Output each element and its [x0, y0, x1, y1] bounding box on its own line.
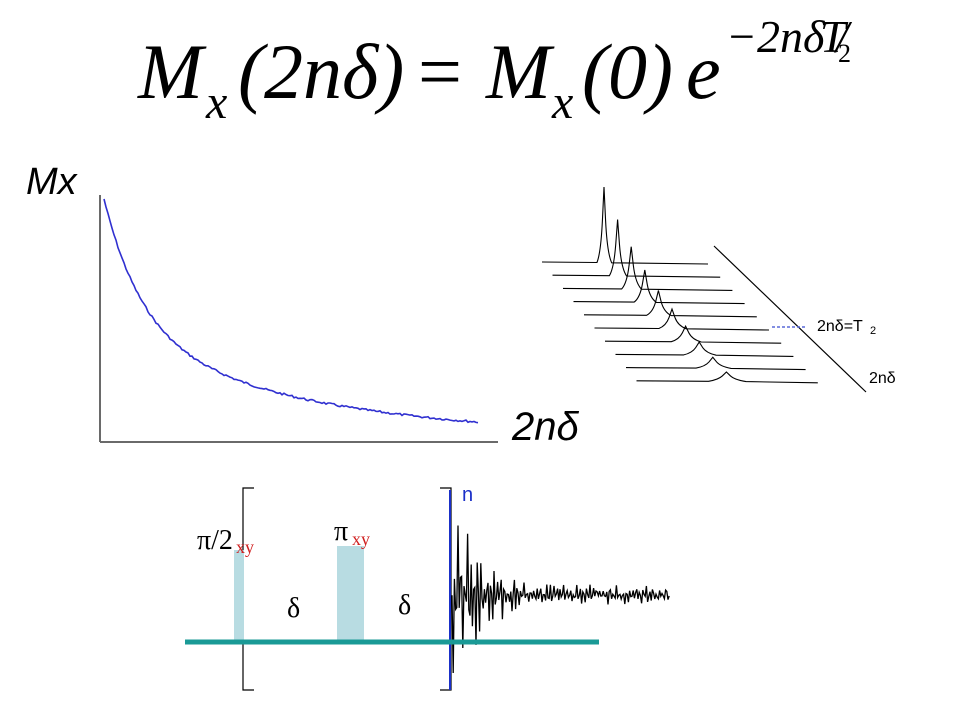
equation-lhs-argument: (2nδ)	[238, 28, 404, 115]
spectrum-trace	[636, 371, 818, 384]
spectrum-trace	[562, 246, 733, 291]
pulse-180-label: π	[334, 516, 348, 547]
spectrum-trace	[541, 186, 709, 265]
pulse-90-subscript: xy	[236, 537, 254, 557]
equation-lhs-subscript: x	[205, 76, 227, 129]
equation-exponential-e: e	[686, 28, 721, 115]
spectrum-trace	[573, 269, 745, 305]
pulse-180	[337, 546, 364, 642]
spectrum-trace	[552, 219, 721, 278]
spectrum-trace	[583, 290, 757, 318]
equation-exponent-t: T	[820, 11, 849, 62]
decay-plot: Mx 2nδ	[26, 161, 579, 449]
decay-plot-y-label: Mx	[26, 161, 79, 203]
spectra-time-axis	[713, 245, 867, 393]
equation-rhs-subscript: x	[551, 76, 573, 129]
spectrum-trace	[604, 324, 782, 344]
repeat-count-label: n	[462, 484, 473, 506]
equation-rhs-m: M	[485, 28, 555, 115]
decay-curve	[103, 198, 479, 424]
delay-1-label: δ	[287, 593, 300, 624]
equation-rhs-argument: (0)	[582, 28, 673, 115]
delay-2-label: δ	[398, 590, 411, 621]
pulse-sequence: n π/2 xy π xy δ δ	[185, 484, 670, 691]
t2-label: 2nδ=T	[817, 318, 863, 335]
equation-lhs-m: M	[137, 28, 207, 115]
decay-plot-x-label: 2nδ	[511, 405, 579, 449]
decay-equation: M x (2nδ) = M x (0) e −2nδ / T 2	[137, 11, 853, 129]
spectrum-trace	[615, 341, 794, 357]
spectrum-trace	[594, 307, 770, 331]
repeat-bracket-left	[242, 487, 254, 691]
pulse-90	[234, 550, 244, 642]
equation-exponent-t-subscript: 2	[838, 39, 851, 68]
pulse-180-subscript: xy	[352, 529, 370, 549]
fid-signal	[451, 525, 670, 674]
t2-label-subscript: 2	[870, 325, 876, 337]
equation-equals: =	[418, 28, 462, 115]
pulse-90-label: π/2	[197, 525, 233, 556]
spectrum-trace	[625, 356, 806, 371]
stacked-spectra: 2nδ=T 2 2nδ	[541, 186, 896, 393]
spectra-axis-label: 2nδ	[869, 370, 896, 387]
equation-exponent: −2nδ /	[726, 11, 853, 62]
